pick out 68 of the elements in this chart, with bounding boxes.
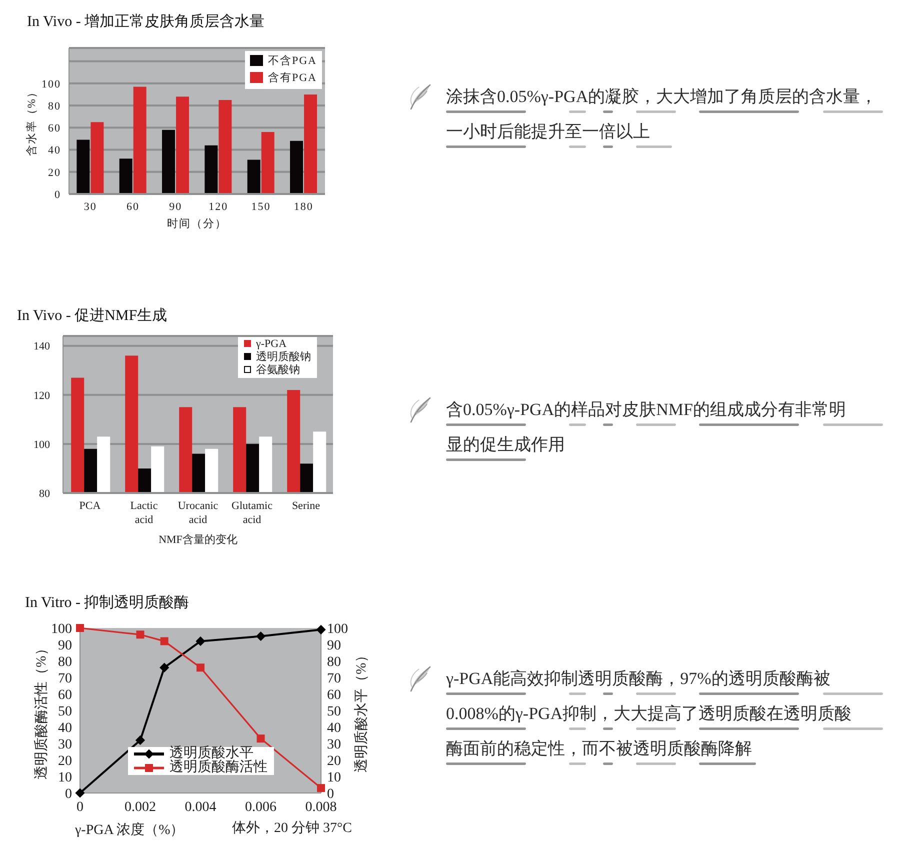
y-tick-label: 0 [54, 188, 61, 201]
y-tick-label: 30 [58, 737, 72, 752]
x-tick-label: Lactic acid [130, 500, 158, 526]
legend-label: 含有PGA [268, 72, 317, 84]
y-tick-label: 40 [58, 720, 72, 736]
x-tick-label: 0.004 [184, 800, 216, 815]
x-tick-label: 150 [251, 200, 271, 213]
x-axis-title: NMF含量的变化 [158, 533, 238, 546]
y2-tick-label: 20 [327, 754, 341, 769]
x-tick-label: PCA [79, 500, 101, 512]
y2-tick-label: 50 [327, 704, 341, 720]
legend-label: 不含PGA [268, 55, 317, 67]
chart-title: In Vivo - 促进NMF生成 [17, 307, 168, 325]
y-tick-label: 120 [34, 390, 50, 402]
y-tick-label: 60 [58, 688, 72, 703]
y-tick-label: 80 [58, 654, 72, 670]
text: 含0.05%γ-PGA的样品对皮肤NMF的组成成分有非常明显的促生成作用 [446, 399, 847, 456]
y-tick-label: 20 [58, 754, 72, 769]
y-tick-label: 100 [34, 438, 50, 451]
text: 涂抹含0.05%γ-PGA的凝胶，大大增加了角质层的含水量，一小时后能提升至一倍以上 [446, 86, 878, 143]
y2-tick-label: 80 [327, 654, 341, 670]
x-tick-label: Serine [292, 500, 320, 512]
x-tick-label: 180 [294, 200, 314, 213]
chart-title: In Vitro - 抑制透明质酸酶 [25, 594, 190, 612]
text: 体外，20 分钟 37°C [232, 820, 352, 837]
y2-tick-label: 0 [327, 786, 334, 802]
y-tick-label: 80 [39, 488, 50, 500]
x-axis-title: 时间（分） [167, 217, 227, 230]
y-tick-label: 40 [48, 144, 61, 157]
legend-label: 透明质酸酶活性 [170, 760, 268, 775]
legend-label: 透明质酸水平 [170, 746, 254, 761]
y-tick-label: 60 [48, 122, 61, 135]
x-tick-label: 90 [169, 200, 182, 213]
legend-label: γ-PGA [256, 338, 287, 350]
x-tick-label: 120 [208, 200, 228, 213]
x-tick-label: 0.002 [124, 800, 156, 815]
y-tick-label: 140 [34, 340, 50, 353]
x-tick-label: 0.006 [245, 800, 276, 815]
chart-title: In Vivo - 增加正常皮肤角质层含水量 [27, 13, 265, 31]
y-tick-label: 70 [58, 671, 72, 686]
y-tick-label: 100 [51, 622, 72, 637]
y-tick-label: 0 [65, 786, 72, 802]
y-tick-label: 80 [48, 100, 61, 112]
y-tick-label: 20 [48, 166, 61, 179]
legend-label: 透明质酸钠 [256, 351, 311, 363]
y2-tick-label: 70 [327, 671, 341, 686]
y-tick-label: 100 [42, 78, 61, 90]
y2-tick-label: 40 [327, 720, 341, 736]
y-tick-label: 10 [58, 770, 72, 786]
y2-tick-label: 60 [327, 688, 341, 703]
x-tick-label: 30 [84, 200, 97, 213]
y2-tick-label: 90 [327, 638, 341, 654]
y-tick-label: 50 [58, 704, 72, 720]
x-axis-title: γ-PGA 浓度（%） [74, 822, 184, 838]
x-tick-label: 0 [76, 800, 84, 815]
x-tick-label: 0.008 [305, 800, 337, 815]
legend-label: 谷氨酸钠 [256, 364, 300, 376]
y-axis-title: 含水率（%） [25, 86, 38, 156]
x-tick-label: Glutamic acid [232, 500, 273, 526]
y2-tick-label: 100 [327, 622, 348, 637]
y2-axis-title: 透明质酸水平（%） [354, 648, 370, 772]
x-tick-label: 60 [126, 200, 140, 213]
text: γ-PGA能高效抑制透明质酸酶，97%的透明质酸酶被0.008%的γ-PGA抑制，大大提高了透明质酸在透明质酸酶面前的稳定性，而不被透明质酸酶降解 [446, 668, 853, 760]
y2-tick-label: 10 [327, 770, 341, 786]
y2-tick-label: 30 [327, 737, 341, 752]
y-axis-title: 透明质酸酶活性（%） [34, 642, 50, 780]
x-tick-label: Urocanic acid [178, 500, 218, 526]
y-tick-label: 90 [58, 638, 72, 654]
